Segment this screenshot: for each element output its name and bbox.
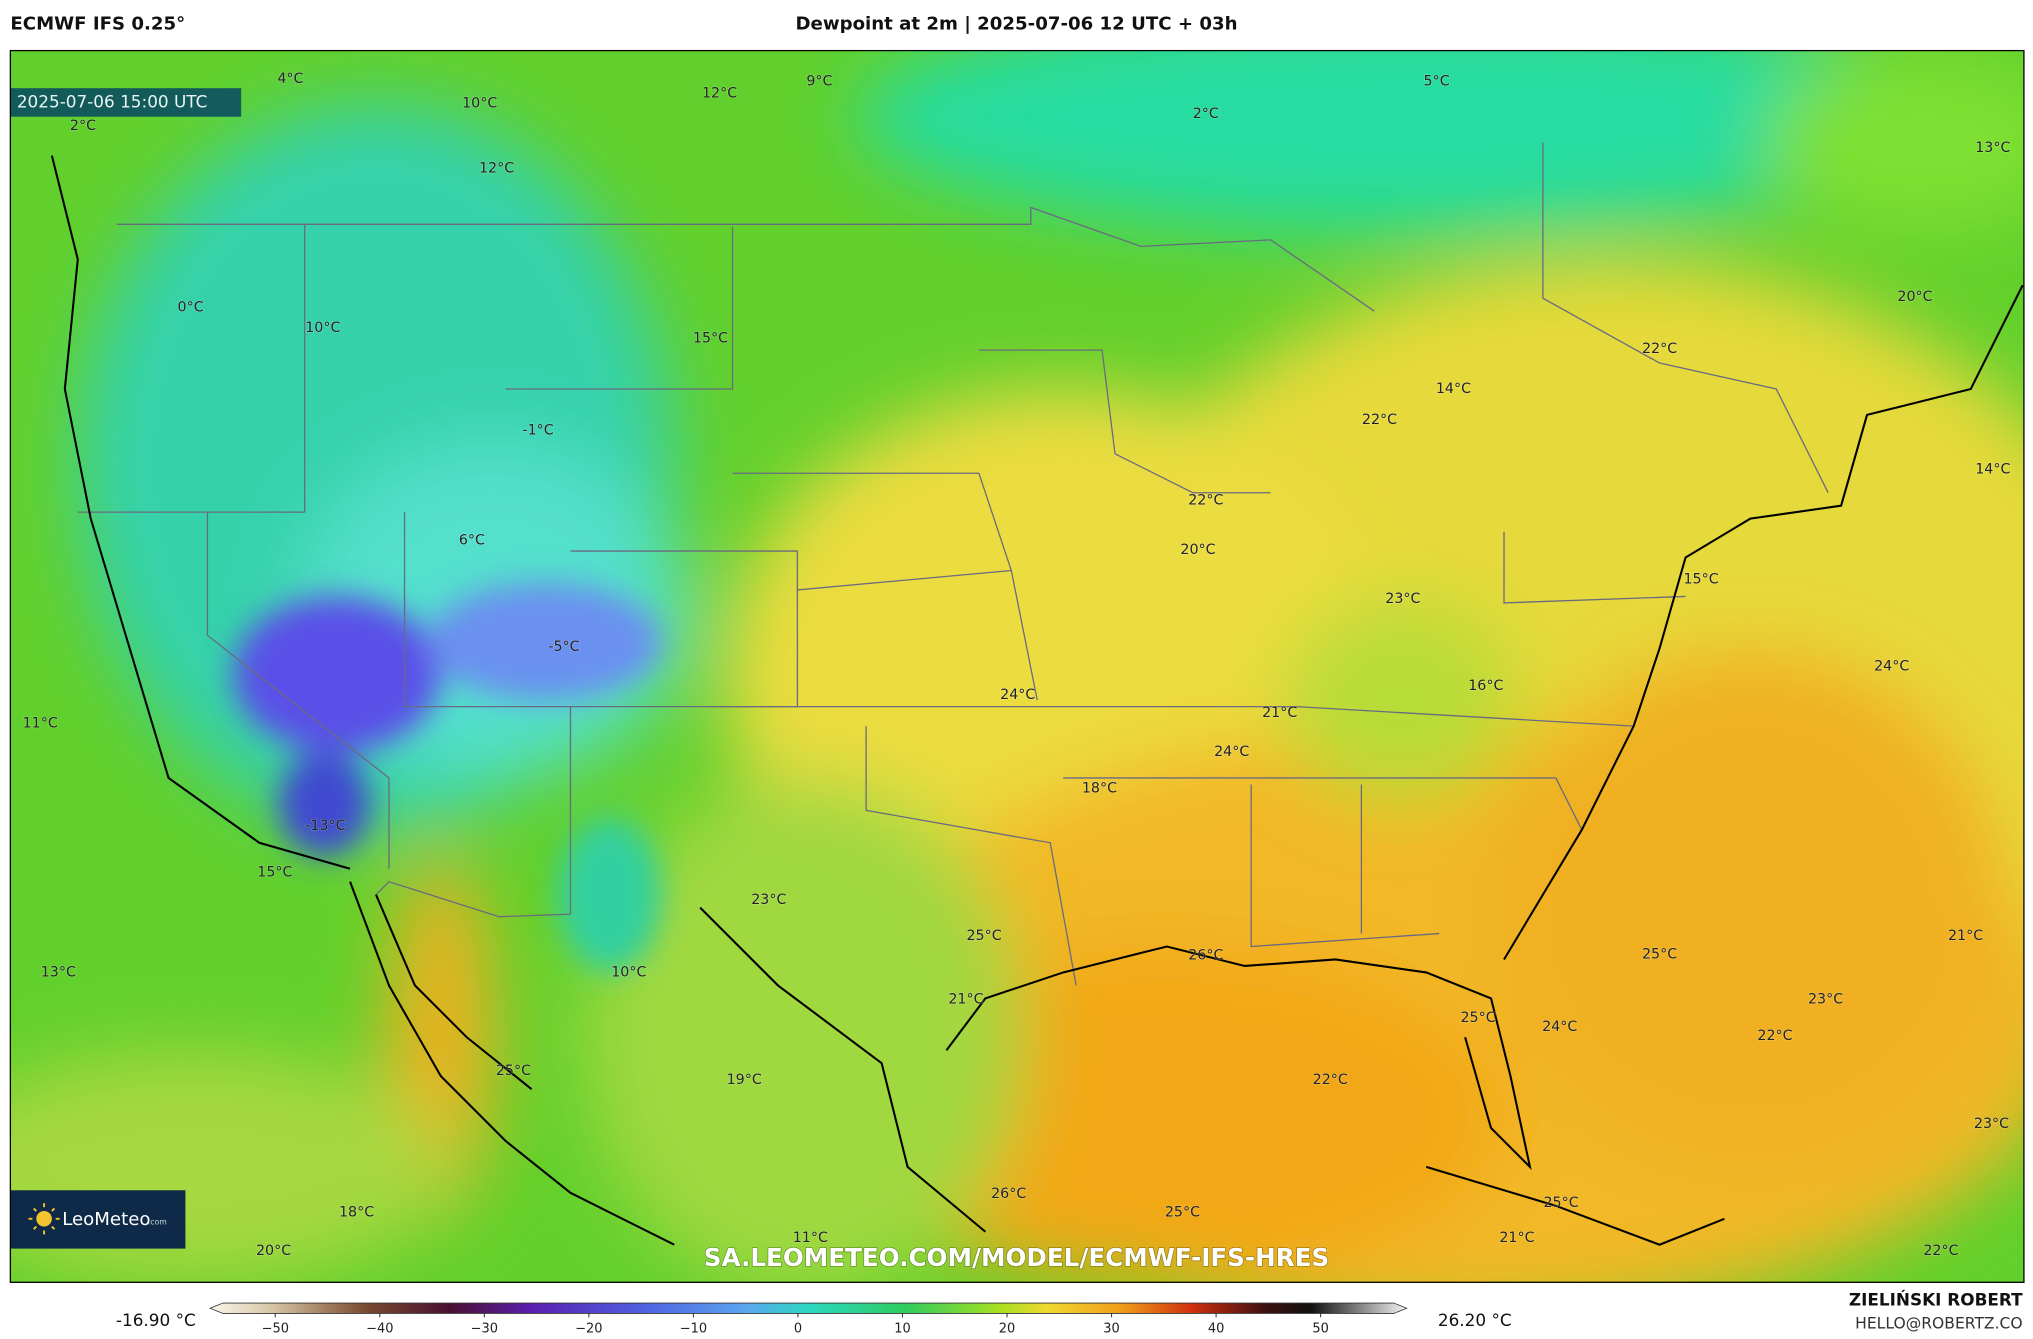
temp-label: -13°C (305, 818, 345, 834)
temp-label: 21°C (1499, 1230, 1534, 1246)
temp-label: 14°C (1436, 381, 1471, 397)
temp-label: 16°C (1468, 678, 1503, 694)
temp-label: 23°C (1974, 1116, 2009, 1132)
temp-label: 12°C (479, 161, 514, 177)
model-name: ECMWF IFS 0.25° (10, 14, 185, 35)
temp-label: 22°C (1757, 1028, 1792, 1044)
temp-label: 23°C (1808, 992, 1843, 1008)
colorbar-tick-label: 50 (1312, 1321, 1328, 1336)
temp-label: 0°C (178, 299, 204, 315)
temp-label: 13°C (1975, 140, 2010, 156)
temp-label: 20°C (256, 1243, 291, 1259)
watermark: SA.LEOMETEO.COM/MODEL/ECMWF-IFS-HRES (704, 1243, 1330, 1272)
temp-label: 2°C (70, 118, 96, 134)
temp-label: 19°C (727, 1072, 762, 1088)
temp-label: 10°C (462, 96, 497, 112)
temp-label: 11°C (793, 1230, 828, 1246)
temp-label: 25°C (966, 928, 1001, 944)
temp-label: 15°C (1683, 572, 1718, 588)
logo-sun (36, 1211, 52, 1227)
valid-time: 2025-07-06 15:00 UTC (17, 91, 208, 111)
coastlines (50, 155, 2024, 1246)
colorbar-body (208, 1302, 1408, 1314)
temp-label: 15°C (693, 330, 728, 346)
logo-suffix: .com (148, 1218, 167, 1227)
map-title: Dewpoint at 2m | 2025-07-06 12 UTC + 03h (795, 14, 1237, 35)
colorbar-tick-label: 30 (1103, 1321, 1119, 1336)
temp-label: 21°C (1262, 705, 1297, 721)
colorbar-tick-label: −20 (575, 1321, 602, 1336)
temp-label: 18°C (339, 1204, 374, 1220)
colorbar-max: 26.20 °C (1438, 1310, 1512, 1330)
temperature-labels: 4°C 10°C 12°C 9°C 2°C 5°C 13°C 2°C 12°C 0°C 10°C 15… (22, 70, 2011, 1259)
colorbar-min: -16.90 °C (116, 1310, 196, 1330)
temp-label: 25°C (1543, 1195, 1578, 1211)
temp-label: 22°C (1313, 1072, 1348, 1088)
colorbar-tick-label: 10 (894, 1321, 910, 1336)
temp-label: 24°C (1214, 744, 1249, 760)
temp-label: 12°C (702, 85, 737, 101)
temp-label: 26°C (991, 1186, 1026, 1202)
temp-label: 4°C (277, 71, 303, 87)
temp-label: 25°C (1165, 1204, 1200, 1220)
author: ZIELIŃSKI ROBERT (1849, 1288, 2023, 1309)
temp-label: 21°C (948, 992, 983, 1008)
logo: LeoMeteo .com (10, 1190, 186, 1249)
temp-label: 22°C (1188, 492, 1223, 508)
colorbar-tick-label: 20 (999, 1321, 1015, 1336)
temp-label: 14°C (1975, 461, 2010, 477)
temp-label: 22°C (1362, 412, 1397, 428)
temp-label: 24°C (1000, 687, 1035, 703)
temp-label: 24°C (1874, 658, 1909, 674)
colorbar-tick-label: 40 (1208, 1321, 1224, 1336)
borders (77, 142, 1829, 986)
temp-label: 10°C (611, 964, 646, 980)
colorbar: −50 −40 −30 −20 −10 0 10 20 30 40 50 (208, 1302, 1408, 1336)
temp-label: 25°C (496, 1063, 531, 1079)
temp-label: 20°C (1897, 289, 1932, 305)
temp-label: 21°C (1948, 928, 1983, 944)
temp-label: 10°C (305, 320, 340, 336)
temp-label: 15°C (257, 865, 292, 881)
temp-label: 22°C (1642, 341, 1677, 357)
temp-label: 25°C (1460, 1010, 1495, 1026)
temp-label: 18°C (1082, 780, 1117, 796)
logo-text: LeoMeteo (62, 1209, 150, 1230)
temp-label: 6°C (459, 533, 485, 549)
colorbar-tick-label: −10 (680, 1321, 707, 1336)
colorbar-tick-label: 0 (794, 1321, 802, 1336)
map-frame (9, 49, 2025, 1283)
temp-label: 11°C (23, 716, 58, 732)
colorbar-tick-label: −30 (471, 1321, 498, 1336)
colorbar-tick-label: −40 (366, 1321, 393, 1336)
temp-label: 5°C (1424, 74, 1450, 90)
temp-label: -5°C (548, 639, 579, 655)
field-low (233, 583, 662, 973)
logo-rays (28, 1203, 60, 1235)
temp-label: 9°C (806, 74, 832, 90)
temp-label: 20°C (1180, 542, 1215, 558)
temp-label: 23°C (751, 892, 786, 908)
temp-label: 23°C (1385, 591, 1420, 607)
temp-label: 13°C (41, 964, 76, 980)
email: HELLO@ROBERTZ.CO (1855, 1314, 2022, 1332)
temp-label: 2°C (1193, 106, 1219, 122)
temp-label: 22°C (1923, 1243, 1958, 1259)
temp-label: 26°C (1188, 948, 1223, 964)
colorbar-tick-label: −50 (262, 1321, 289, 1336)
temp-label: 24°C (1542, 1019, 1577, 1035)
temp-label: -1°C (522, 422, 553, 438)
temp-label: 25°C (1642, 946, 1677, 962)
time-badge (10, 88, 242, 117)
